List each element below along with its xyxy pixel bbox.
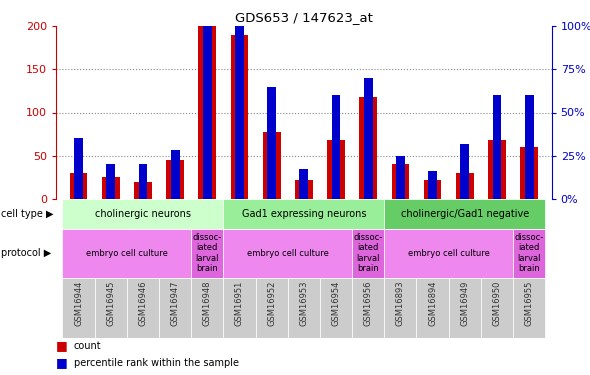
Text: cholinergic neurons: cholinergic neurons	[95, 209, 191, 219]
Bar	[134, 182, 152, 199]
Text: protocol ▶: protocol ▶	[1, 248, 51, 258]
Bar	[94, 278, 127, 338]
Text: cell type ▶: cell type ▶	[1, 209, 53, 219]
Text: count: count	[74, 341, 101, 351]
Bar	[166, 160, 184, 199]
Bar	[513, 229, 545, 278]
Title: GDS653 / 147623_at: GDS653 / 147623_at	[235, 11, 373, 24]
Bar	[456, 173, 474, 199]
Bar	[359, 97, 377, 199]
Text: embryo cell culture: embryo cell culture	[247, 249, 329, 258]
Bar	[364, 78, 373, 199]
Text: GSM16954: GSM16954	[332, 280, 340, 326]
Text: dissoc-
iated
larval
brain: dissoc- iated larval brain	[353, 233, 383, 273]
Text: GSM16948: GSM16948	[203, 280, 212, 326]
Bar	[159, 278, 191, 338]
Bar	[513, 278, 545, 338]
Text: percentile rank within the sample: percentile rank within the sample	[74, 358, 239, 368]
Bar	[424, 180, 441, 199]
Bar	[255, 278, 288, 338]
Bar	[235, 26, 244, 199]
Text: GSM16894: GSM16894	[428, 280, 437, 326]
Bar	[384, 199, 545, 229]
Text: dissoc-
iated
larval
brain: dissoc- iated larval brain	[514, 233, 544, 273]
Bar	[525, 95, 533, 199]
Bar	[263, 132, 280, 199]
Text: ■: ■	[56, 339, 68, 352]
Bar	[63, 229, 191, 278]
Text: GSM16949: GSM16949	[460, 280, 469, 326]
Text: GSM16955: GSM16955	[525, 280, 533, 326]
Text: GSM16953: GSM16953	[299, 280, 309, 326]
Bar	[299, 170, 309, 199]
Bar	[191, 229, 224, 278]
Text: embryo cell culture: embryo cell culture	[86, 249, 168, 258]
Text: dissoc-
iated
larval
brain: dissoc- iated larval brain	[193, 233, 222, 273]
Bar	[332, 95, 340, 199]
Bar	[428, 171, 437, 199]
Text: GSM16947: GSM16947	[171, 280, 179, 326]
Bar	[520, 147, 538, 199]
Bar	[448, 278, 481, 338]
Bar	[102, 177, 120, 199]
Bar	[295, 180, 313, 199]
Bar	[493, 95, 502, 199]
Text: GSM16944: GSM16944	[74, 280, 83, 326]
Bar	[63, 278, 94, 338]
Bar	[481, 278, 513, 338]
Text: GSM16950: GSM16950	[493, 280, 502, 326]
Text: cholinergic/Gad1 negative: cholinergic/Gad1 negative	[401, 209, 529, 219]
Bar	[127, 278, 159, 338]
Bar	[224, 278, 255, 338]
Bar	[460, 144, 469, 199]
Text: GSM16952: GSM16952	[267, 280, 276, 326]
Text: ■: ■	[56, 356, 68, 369]
Bar	[106, 164, 115, 199]
Text: Gad1 expressing neurons: Gad1 expressing neurons	[241, 209, 366, 219]
Text: GSM16945: GSM16945	[106, 280, 115, 326]
Bar	[70, 173, 87, 199]
Bar	[392, 164, 409, 199]
Text: GSM16956: GSM16956	[363, 280, 373, 326]
Bar	[139, 164, 148, 199]
Bar	[198, 26, 216, 199]
Bar	[320, 278, 352, 338]
Bar	[396, 156, 405, 199]
Bar	[267, 87, 276, 199]
Text: embryo cell culture: embryo cell culture	[408, 249, 490, 258]
Bar	[224, 199, 384, 229]
Bar	[231, 35, 248, 199]
Bar	[74, 138, 83, 199]
Text: GSM16893: GSM16893	[396, 280, 405, 326]
Bar	[417, 278, 448, 338]
Text: GSM16946: GSM16946	[139, 280, 148, 326]
Bar	[171, 150, 179, 199]
Bar	[384, 278, 417, 338]
Bar	[288, 278, 320, 338]
Bar	[352, 229, 384, 278]
Bar	[488, 140, 506, 199]
Bar	[191, 278, 224, 338]
Bar	[224, 229, 352, 278]
Text: GSM16951: GSM16951	[235, 280, 244, 326]
Bar	[384, 229, 513, 278]
Bar	[63, 199, 224, 229]
Bar	[327, 140, 345, 199]
Bar	[203, 26, 212, 199]
Bar	[352, 278, 384, 338]
